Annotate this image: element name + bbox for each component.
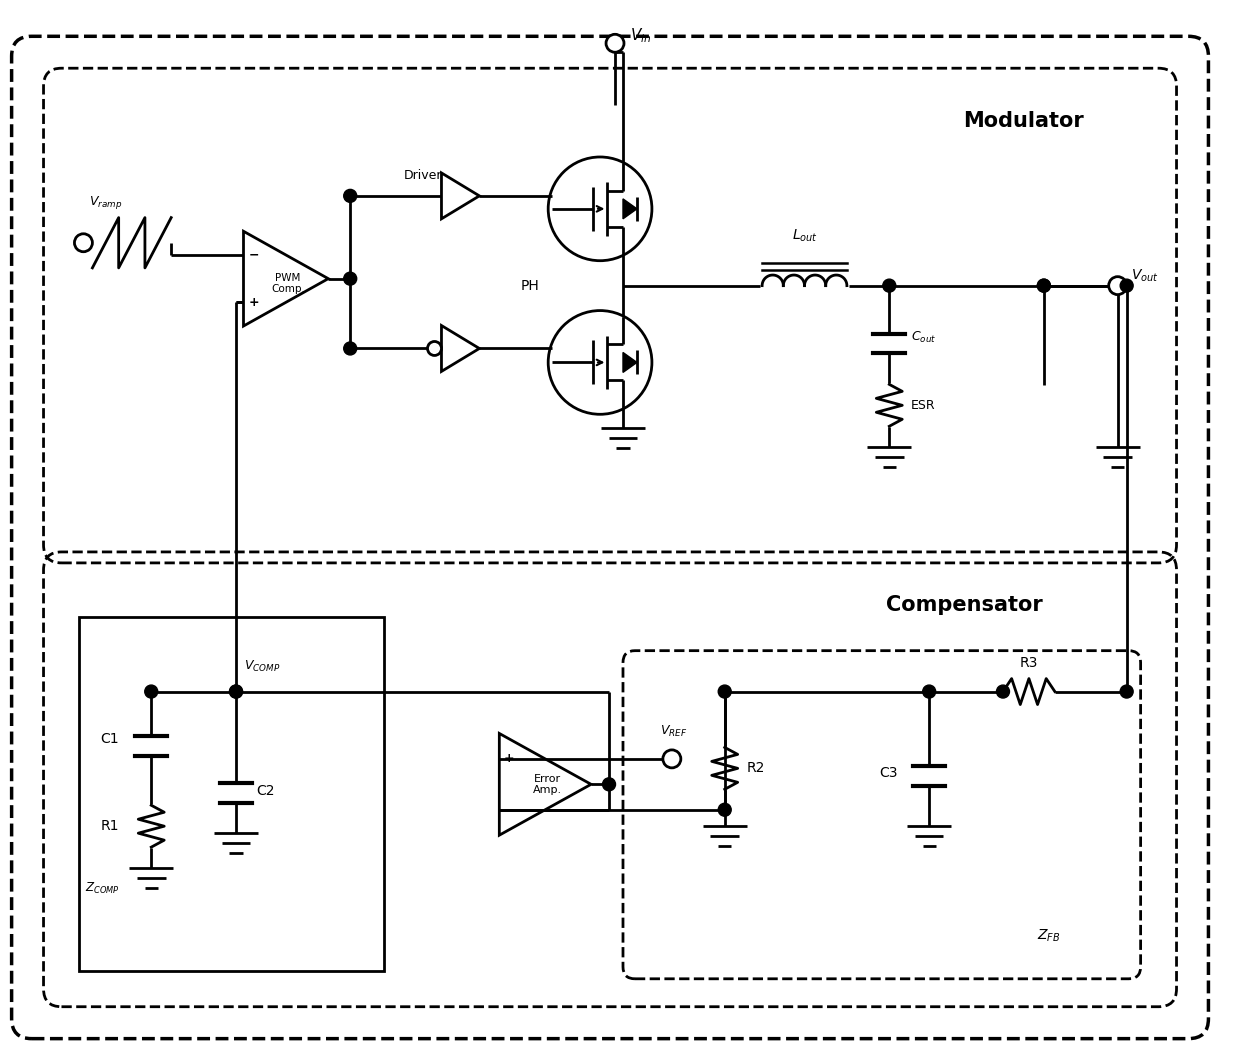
Circle shape	[883, 279, 895, 292]
Text: C2: C2	[255, 784, 274, 798]
Text: $C_{out}$: $C_{out}$	[911, 330, 936, 345]
Text: $Z_{COMP}$: $Z_{COMP}$	[84, 881, 119, 896]
Circle shape	[74, 234, 93, 252]
Circle shape	[603, 778, 615, 791]
Text: R1: R1	[100, 819, 119, 834]
Polygon shape	[622, 353, 637, 373]
Circle shape	[1038, 279, 1050, 292]
Text: Modulator: Modulator	[963, 111, 1084, 131]
Text: C3: C3	[879, 766, 898, 780]
Circle shape	[343, 342, 357, 355]
Circle shape	[145, 685, 157, 698]
Circle shape	[718, 803, 732, 816]
Text: R3: R3	[1019, 655, 1038, 670]
Text: $V_{ramp}$: $V_{ramp}$	[89, 194, 123, 211]
Text: $V_{in}$: $V_{in}$	[630, 26, 651, 45]
Circle shape	[1038, 279, 1050, 292]
Bar	[79, 616, 383, 971]
Circle shape	[343, 189, 357, 203]
Text: $V_{out}$: $V_{out}$	[1131, 268, 1158, 284]
Circle shape	[1109, 276, 1127, 295]
Circle shape	[343, 272, 357, 286]
Circle shape	[548, 311, 652, 415]
Text: $V_{COMP}$: $V_{COMP}$	[244, 658, 280, 674]
Text: C1: C1	[100, 733, 119, 747]
Circle shape	[428, 341, 441, 356]
Polygon shape	[622, 198, 637, 218]
Circle shape	[718, 685, 732, 698]
Circle shape	[663, 750, 681, 768]
Circle shape	[229, 685, 243, 698]
Circle shape	[606, 35, 624, 52]
Text: $Z_{FB}$: $Z_{FB}$	[1037, 927, 1060, 944]
Text: PH: PH	[521, 278, 539, 293]
Text: +: +	[503, 753, 515, 765]
Circle shape	[1120, 279, 1133, 292]
Text: Error
Amp.: Error Amp.	[533, 774, 562, 795]
Text: PWM
Comp.: PWM Comp.	[272, 273, 305, 294]
Text: Compensator: Compensator	[885, 594, 1043, 615]
Text: ESR: ESR	[911, 399, 936, 412]
Text: Driver: Driver	[403, 169, 441, 183]
Circle shape	[548, 158, 652, 260]
Text: +: +	[248, 296, 259, 309]
Text: −: −	[248, 249, 259, 261]
Text: −: −	[503, 803, 515, 816]
Circle shape	[923, 685, 936, 698]
Circle shape	[1120, 685, 1133, 698]
Circle shape	[997, 685, 1009, 698]
Text: $L_{out}$: $L_{out}$	[791, 228, 817, 244]
Text: R2: R2	[746, 761, 765, 775]
Text: $V_{REF}$: $V_{REF}$	[660, 723, 687, 739]
Circle shape	[229, 685, 243, 698]
